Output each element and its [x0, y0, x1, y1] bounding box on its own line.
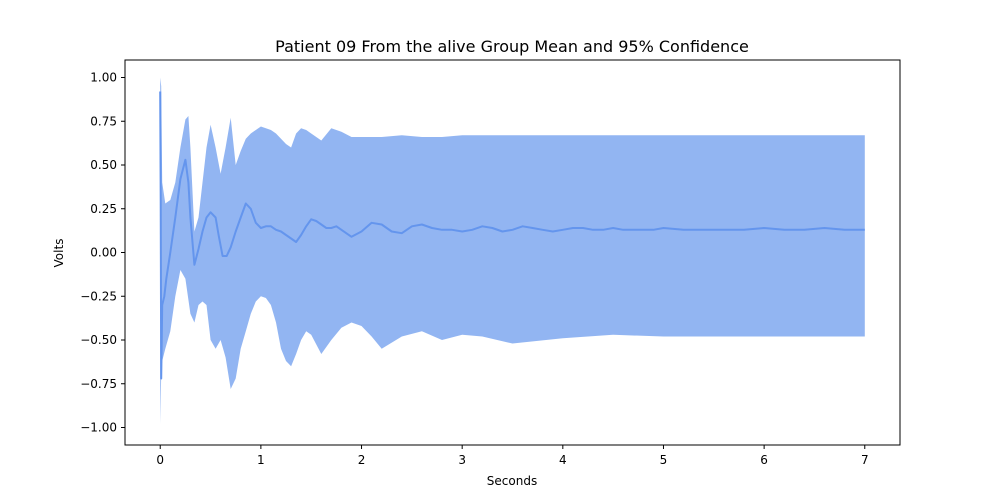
y-tick-label: 1.00	[90, 71, 117, 85]
x-tick-label: 7	[861, 453, 869, 467]
x-tick-label: 2	[358, 453, 366, 467]
x-tick-label: 3	[458, 453, 466, 467]
x-tick-label: 6	[760, 453, 768, 467]
x-tick-label: 0	[156, 453, 164, 467]
y-tick-label: −1.00	[80, 421, 117, 435]
y-tick-label: −0.75	[80, 377, 117, 391]
chart-title: Patient 09 From the alive Group Mean and…	[275, 37, 749, 56]
y-tick-label: −0.50	[80, 333, 117, 347]
x-tick-label: 1	[257, 453, 265, 467]
x-tick-label: 4	[559, 453, 567, 467]
x-axis-label: Seconds	[487, 474, 537, 488]
y-tick-label: 0.50	[90, 158, 117, 172]
y-tick-label: −0.25	[80, 289, 117, 303]
confidence-band-layer	[160, 77, 865, 424]
x-axis: 0 1 2 3 4 5 6 7	[156, 445, 869, 467]
mean-line	[159, 91, 865, 380]
y-axis: −1.00 −0.75 −0.50 −0.25 0.00 0.25 0.50 0.75 1.00	[80, 71, 125, 435]
y-axis-label: Volts	[52, 239, 66, 268]
y-tick-label: 0.75	[90, 114, 117, 128]
x-tick-label: 5	[660, 453, 668, 467]
y-tick-label: 0.00	[90, 246, 117, 260]
y-tick-label: 0.25	[90, 202, 117, 216]
mean-line-layer	[159, 91, 865, 380]
confidence-band	[160, 77, 865, 424]
